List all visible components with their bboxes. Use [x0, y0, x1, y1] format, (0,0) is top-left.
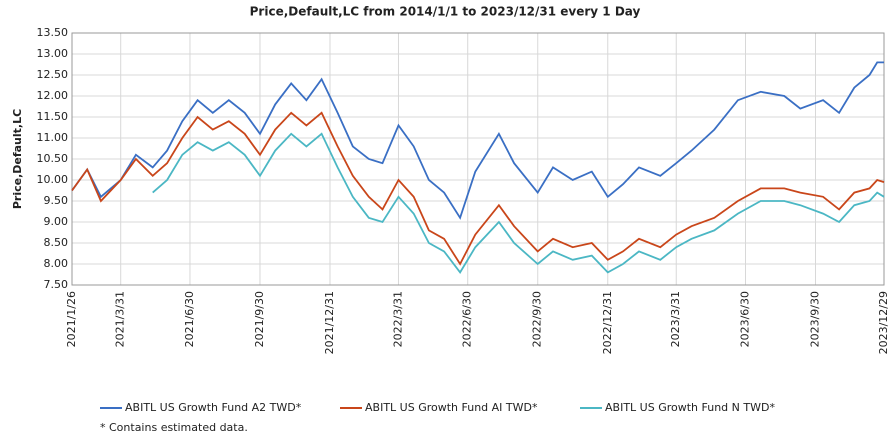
y-tick-label: 9.00 [44, 215, 69, 228]
y-tick-label: 11.00 [37, 131, 69, 144]
series-line [152, 132, 885, 274]
y-tick-label: 9.50 [44, 194, 69, 207]
series-line [71, 61, 884, 220]
y-tick-label: 8.00 [44, 257, 69, 270]
y-tick-label: 8.50 [44, 236, 69, 249]
x-tick-label: 2022/9/30 [531, 291, 544, 347]
x-tick-label: 2021/3/31 [114, 291, 127, 347]
y-tick-label: 10.00 [37, 173, 69, 186]
legend-label: ABITL US Growth Fund AI TWD* [365, 401, 538, 414]
y-tick-label: 7.50 [44, 278, 69, 291]
x-tick-label: 2022/3/31 [391, 291, 404, 347]
legend-label: ABITL US Growth Fund A2 TWD* [125, 401, 302, 414]
legend-label: ABITL US Growth Fund N TWD* [605, 401, 775, 414]
y-tick-label: 11.50 [37, 110, 69, 123]
x-tick-label: 2023/6/30 [738, 291, 751, 347]
x-tick-label: 2021/6/30 [183, 291, 196, 347]
y-tick-label: 10.50 [37, 152, 69, 165]
y-tick-label: 13.50 [37, 26, 69, 39]
plot-border [71, 32, 885, 286]
x-tick-label: 2021/9/30 [253, 291, 266, 347]
y-tick-label: 12.00 [37, 89, 69, 102]
y-tick-label: 13.00 [37, 47, 69, 60]
chart-title: Price,Default,LC from 2014/1/1 to 2023/1… [250, 5, 641, 19]
series-line [71, 111, 885, 266]
x-tick-label: 2022/12/31 [601, 291, 614, 354]
x-tick-label: 2021/1/26 [65, 291, 78, 347]
x-tick-label: 2023/9/30 [809, 291, 822, 347]
x-tick-label: 2022/6/30 [461, 291, 474, 347]
y-axis-label: Price,Default,LC [11, 109, 24, 209]
footnote: * Contains estimated data. [100, 421, 248, 434]
x-tick-label: 2023/3/31 [669, 291, 682, 347]
x-tick-label: 2021/12/31 [323, 291, 336, 354]
x-tick-label: 2023/12/29 [877, 291, 890, 354]
y-tick-label: 12.50 [37, 68, 69, 81]
